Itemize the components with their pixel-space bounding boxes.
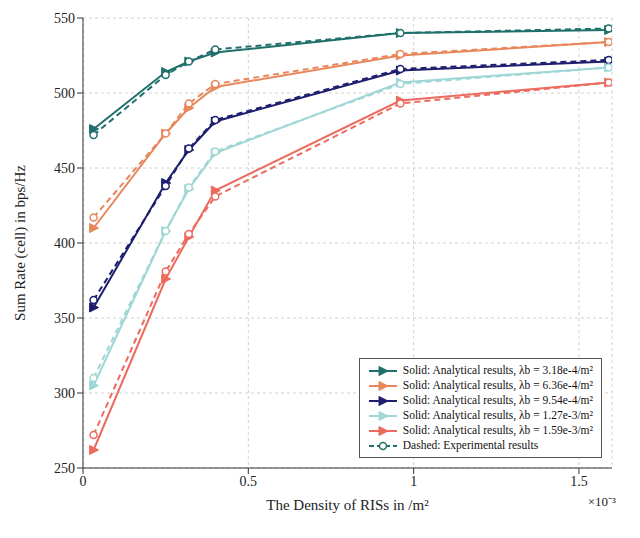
svg-text:Sum Rate (cell) in bps/Hz: Sum Rate (cell) in bps/Hz bbox=[12, 165, 29, 321]
svg-text:1.5: 1.5 bbox=[570, 474, 588, 489]
svg-text:450: 450 bbox=[54, 161, 75, 176]
svg-text:300: 300 bbox=[54, 386, 75, 401]
html-text:Solid: Analytical results, λb: Solid: Analytical results, λb = 1.27e-3/… bbox=[402, 409, 593, 421]
svg-text:500: 500 bbox=[54, 86, 75, 101]
svg-text:550: 550 bbox=[54, 11, 75, 26]
html-text:×10⁻³: ×10⁻³ bbox=[587, 494, 616, 509]
svg-text:250: 250 bbox=[54, 461, 75, 476]
html-text:Solid: Analytical results, λb: Solid: Analytical results, λb = 1.59e-3/… bbox=[402, 424, 593, 436]
svg-text:400: 400 bbox=[54, 236, 75, 251]
html-text:Solid: Analytical results, λb: Solid: Analytical results, λb = 9.54e-4/… bbox=[402, 394, 593, 406]
svg-text:350: 350 bbox=[54, 311, 75, 326]
svg-text:The Density of RISs in /m²: The Density of RISs in /m² bbox=[266, 497, 429, 513]
html-text:Dashed: Experimental results: Dashed: Experimental results bbox=[402, 439, 539, 451]
svg-text:1: 1 bbox=[410, 474, 417, 489]
html-text:Solid: Analytical results, λb: Solid: Analytical results, λb = 3.18e-4/… bbox=[402, 364, 593, 376]
svg-text:0: 0 bbox=[80, 474, 87, 489]
html-text:Solid: Analytical results, λb: Solid: Analytical results, λb = 6.36e-4/… bbox=[402, 379, 593, 391]
svg-text:0.5: 0.5 bbox=[240, 474, 258, 489]
